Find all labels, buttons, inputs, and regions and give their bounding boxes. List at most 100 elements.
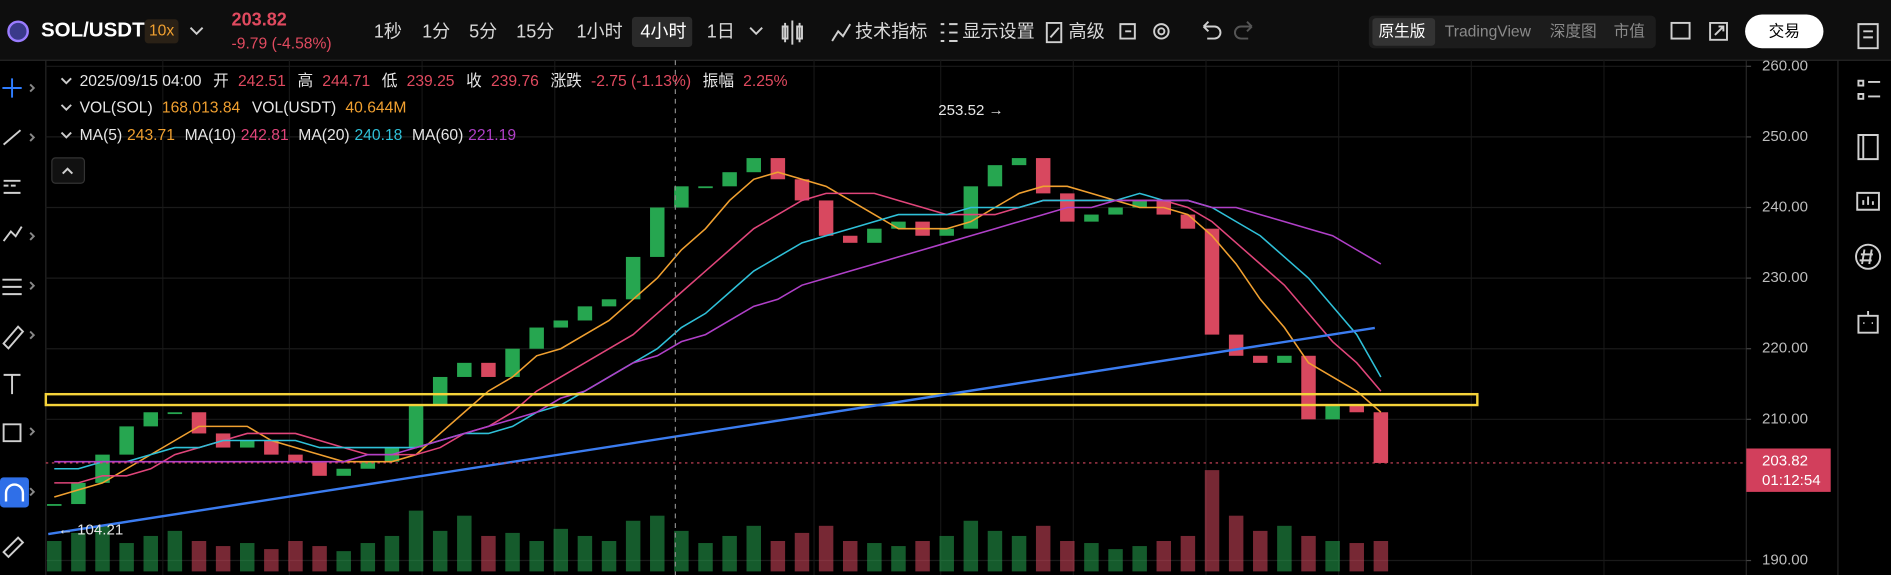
candle [1301,355,1316,420]
candle [408,405,424,448]
candle [143,412,158,427]
candle [1349,405,1364,413]
indicator-icon[interactable] [831,23,852,42]
template-icon[interactable] [1119,23,1136,40]
hashtag-icon[interactable] [1855,243,1882,270]
candle [577,306,593,321]
label: 收 [466,72,482,90]
ma-name: MA(20) [298,127,349,144]
candle [1373,412,1389,463]
fullscreen-icon[interactable] [1709,21,1728,41]
advanced-icon[interactable] [1045,21,1063,44]
candle [288,454,303,462]
pattern-tool[interactable] [2,226,23,242]
eraser-tool[interactable] [2,536,25,559]
undo[interactable] [1202,21,1222,40]
volume-bar [505,532,520,572]
symbol-dropdown[interactable] [189,27,204,36]
drawn-zone[interactable] [44,392,1479,407]
data-icon[interactable] [1856,191,1880,211]
display-settings[interactable]: 显示设置 [962,21,1034,41]
volume-bar [553,528,569,572]
view-option[interactable]: 原生版 [1378,23,1425,41]
display-icon[interactable] [940,23,958,42]
volume-bar [915,541,930,572]
book-icon[interactable] [1857,134,1879,161]
label: VOL(USDT) [252,100,336,117]
interval-dropdown[interactable] [749,27,763,36]
candle [770,158,786,180]
volume-bar [457,515,472,572]
view-option[interactable]: 市值 [1614,23,1645,41]
bot-icon[interactable] [1857,311,1879,334]
coin-logo[interactable] [7,20,29,43]
list-icon[interactable] [1857,79,1881,100]
interval[interactable]: 15分 [516,21,554,41]
interval[interactable]: 1秒 [374,21,402,41]
measure-tool[interactable] [3,179,21,194]
settings-icon[interactable] [1153,23,1170,40]
volume-bar [770,541,786,572]
candle [553,320,569,328]
text-tool[interactable] [3,373,21,395]
orderbook-icon[interactable] [1857,23,1879,50]
view-option[interactable]: TradingView [1445,24,1532,41]
tool-expanders[interactable] [29,83,36,497]
indicators[interactable]: 技术指标 [855,21,927,41]
high-marker: 253.52 → [938,102,1003,119]
volume-bar [818,525,834,572]
volume-bar [1011,535,1027,572]
layout-icon[interactable] [1670,21,1691,40]
view-selected-bg [1372,18,1436,46]
shape-tool[interactable] [2,423,22,443]
volume-bar [360,543,376,572]
candle [505,348,520,377]
candle [71,482,86,505]
view-option[interactable]: 深度图 [1550,23,1597,41]
chart-type-icon[interactable] [781,20,803,45]
advanced[interactable]: 高级 [1069,21,1105,41]
volume-bar [119,543,134,572]
legend-toggles[interactable] [60,77,72,139]
interval[interactable]: 5分 [469,21,497,41]
volume-bar [625,520,641,572]
ma-name: MA(5) [80,127,123,144]
trade-button-label[interactable]: 交易 [1769,23,1800,41]
symbol[interactable]: SOL/USDT [41,19,145,42]
fib-tool[interactable] [2,278,22,296]
candle [336,468,351,476]
redo[interactable] [1233,21,1253,40]
y-tick-label: 230.00 [1762,269,1808,286]
crosshair-tool[interactable] [2,78,22,98]
drawing-tools [0,78,36,559]
interval[interactable]: 1小时 [576,21,622,41]
ma-line [54,192,1382,470]
volume-bar [408,510,424,572]
y-tick-label: 190.00 [1762,552,1808,569]
interval-selected[interactable]: 4小时 [640,21,686,41]
trendline-tool[interactable] [2,129,22,146]
drawn-trendline[interactable] [48,326,1376,536]
magnet-tool[interactable] [4,483,25,502]
low-marker: ← 104.21 [58,521,123,538]
change: -2.75 (-1.13%) [591,73,691,90]
candle [891,221,906,229]
candle [650,207,665,257]
volume-bar [1180,535,1196,572]
interval[interactable]: 1日 [707,21,735,41]
volume-bar [1108,549,1123,572]
candle [95,454,110,483]
trade-button[interactable] [1745,14,1824,49]
interval[interactable]: 1分 [422,21,450,41]
ma-row: MA(5) 243.71 MA(10) 242.81 MA(20) 240.18 MA(60… [80,127,516,144]
candle [432,376,448,406]
leverage[interactable]: 10x [149,22,174,39]
volume-bar [746,525,761,572]
ruler-tool[interactable] [2,325,25,350]
candle [1011,158,1027,166]
y-tick-label: 220.00 [1762,340,1808,357]
candle [842,235,858,243]
candle [119,426,134,455]
